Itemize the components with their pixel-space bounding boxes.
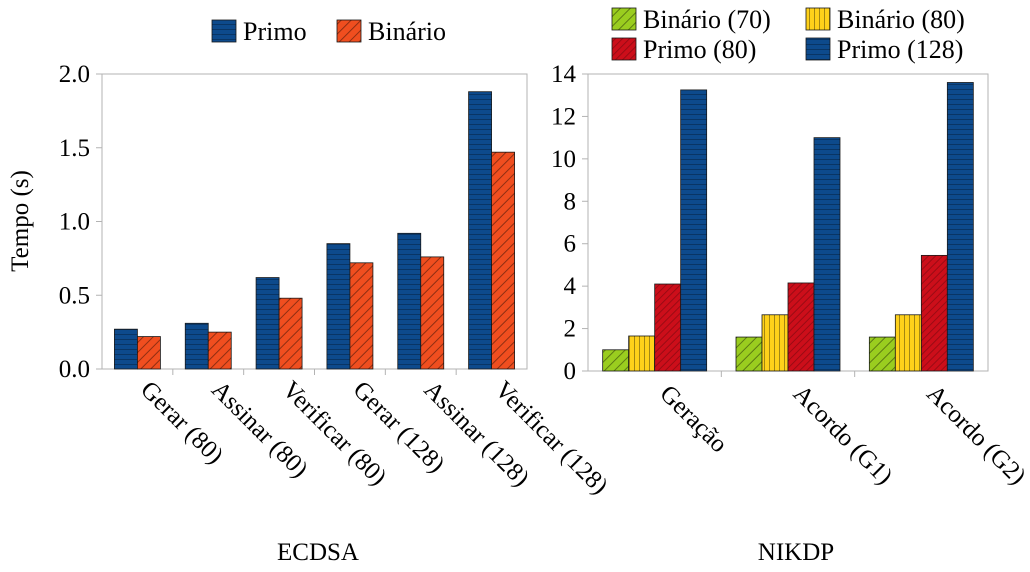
x-category-label: Acordo (G1) [788,380,898,490]
bar-primo-verificar-80 [255,277,280,370]
bar-binario-verificar-80 [278,297,303,370]
bar-binario-verificar-128 [491,151,515,370]
x-category-label: Acordo (G2) [921,380,1030,490]
legend-entry-binario-70: Binário (70) [611,5,771,34]
legend-label: Binário (70) [643,5,771,34]
y-tick-label: 8 [564,188,577,215]
bar-binario-assinar-80 [207,331,232,370]
y-tick-label: 0.5 [59,282,90,309]
y-tick-label: 4 [564,273,577,300]
y-tick-label: 14 [551,61,577,88]
legend-label: Primo [243,17,307,46]
legend-entry-primo: Primo [211,17,307,46]
bar-primo-verificar-128 [468,91,492,370]
legend-label: Binário (80) [837,5,965,34]
y-axis-label: Tempo (s) [7,170,34,272]
bar-binario-80-acordo-g1 [761,314,789,372]
y-tick-label: 2 [564,316,577,343]
bar-binario-80-acordo-g2 [894,314,922,372]
bar-primo-128-acordo-g1 [813,137,841,372]
legend-label: Primo (128) [837,35,963,64]
legend-entry-primo-128: Primo (128) [805,35,963,64]
y-tick-label: 6 [564,231,577,258]
y-tick-label: 12 [551,103,576,130]
bar-binario-70-acordo-g2 [868,336,896,372]
bar-primo-gerar-80 [114,328,138,370]
y-tick-label: 0.0 [59,356,90,383]
bar-primo-assinar-80 [184,322,209,370]
bar-primo-128-acordo-g2 [946,82,974,372]
bar-binario-gerar-80 [137,336,161,370]
legend-entry-binario-80: Binário (80) [805,5,965,34]
bar-primo-gerar-128 [326,243,351,370]
bar-binario-70-acordo-g1 [735,336,763,372]
plot-area [101,73,528,370]
legend-entry-primo-80: Primo (80) [611,35,756,64]
bar-binario-gerar-128 [349,262,374,370]
x-axis-label: ECDSA [277,539,359,566]
bar-binario-70-geracao [602,349,630,372]
nikdp-chart: 0 2 4 6 8 10 12 14 Geração Acordo (G1) Acordo (G2)… [551,5,1030,566]
y-tick-label: 2.0 [59,61,90,88]
bar-primo-80-acordo-g2 [920,254,948,372]
y-tick-label: 1.0 [59,209,90,236]
bar-binario-80-geracao [628,335,656,372]
bar-primo-80-geracao [654,283,682,372]
legend-label: Primo (80) [643,35,756,64]
bar-primo-assinar-128 [397,232,422,370]
legend-label: Binário [368,17,446,46]
x-axis-label: NIKDP [758,539,834,566]
x-category-label: Geração [654,380,732,458]
y-tick-label: 10 [551,146,576,173]
y-tick-label: 0 [564,358,577,385]
legend-entry-binario: Binário [336,17,446,46]
bar-primo-128-geracao [680,89,708,372]
bar-binario-assinar-128 [420,256,445,370]
bar-primo-80-acordo-g1 [787,282,815,372]
y-tick-label: 1.5 [59,135,90,162]
